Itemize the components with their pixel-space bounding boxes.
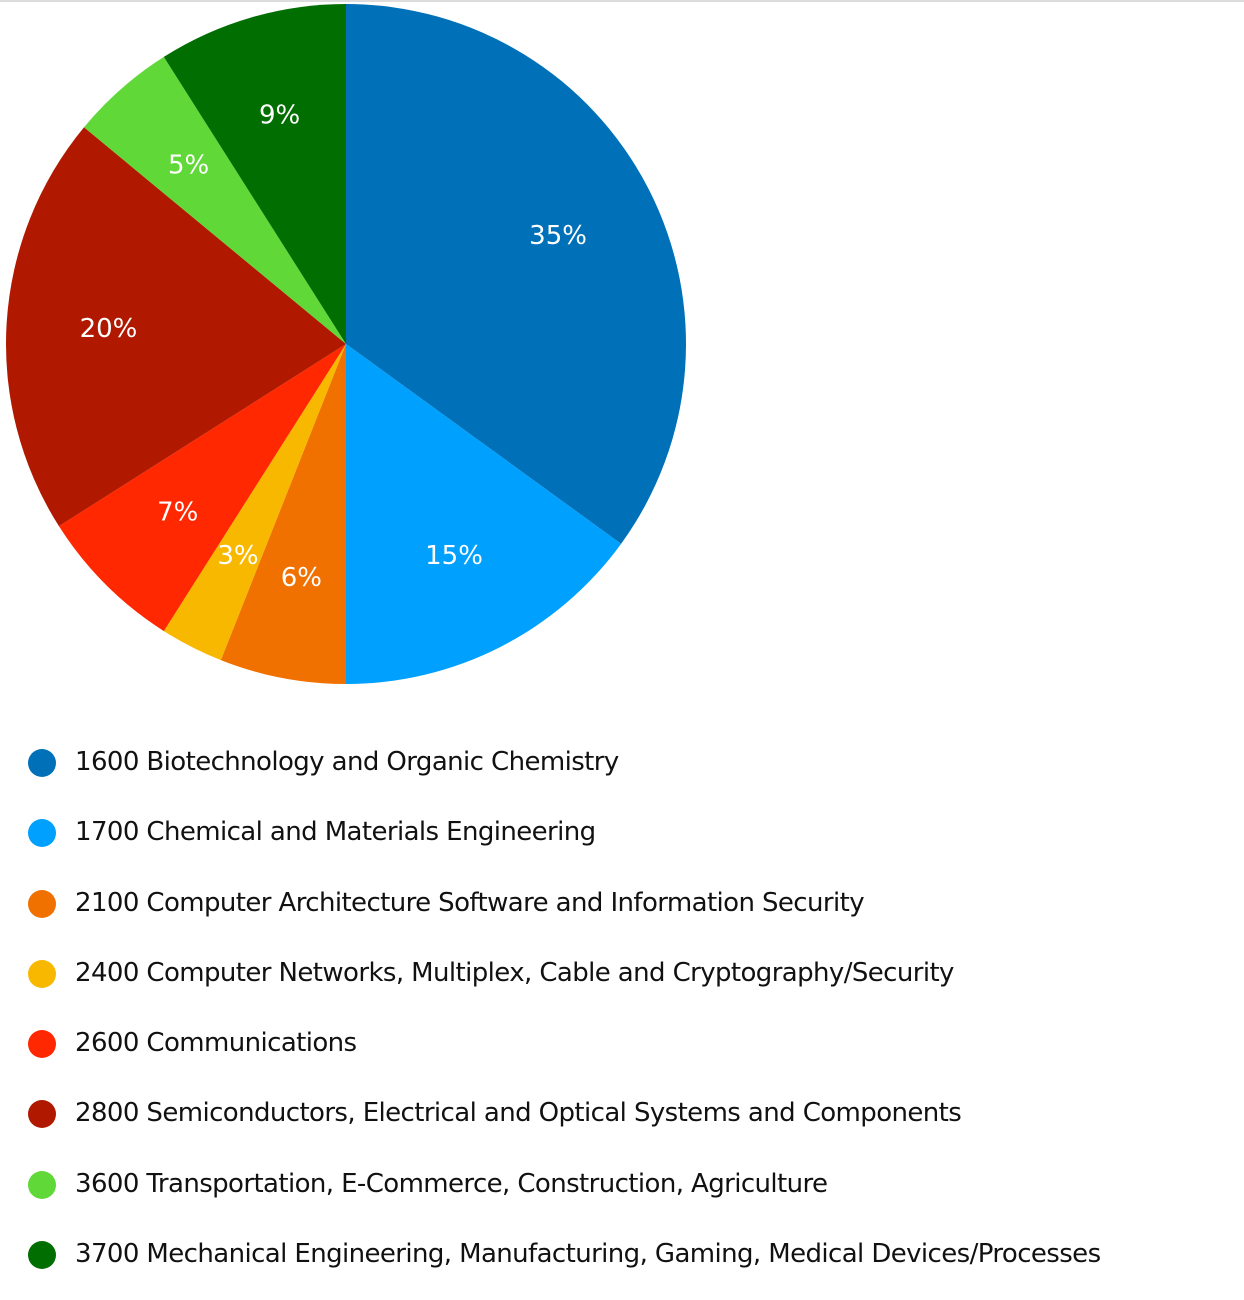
legend-item-4: 2600 Communications xyxy=(28,1019,1238,1089)
pie-slices xyxy=(5,4,686,684)
legend-label-2: 2100 Computer Architecture Software and … xyxy=(75,887,865,918)
legend-item-1: 1700 Chemical and Materials Engineering xyxy=(28,808,1238,878)
top-divider xyxy=(0,0,1244,2)
legend-label-3: 2400 Computer Networks, Multiplex, Cable… xyxy=(75,957,954,988)
legend-label-4: 2600 Communications xyxy=(75,1028,357,1059)
slice-data-label-4: 7% xyxy=(157,497,198,527)
legend-swatch-6 xyxy=(28,1170,56,1199)
legend-label-7: 3700 Mechanical Engineering, Manufacturi… xyxy=(75,1239,1101,1270)
legend-swatch-2 xyxy=(28,889,56,918)
slice-data-label-5: 20% xyxy=(80,314,138,344)
pie-slice-0 xyxy=(346,4,686,544)
pie-slice-3 xyxy=(163,344,346,661)
legend-swatch-5 xyxy=(28,1100,56,1129)
slice-data-label-1: 15% xyxy=(425,541,483,571)
pie-labels: 35% 15% 6% 3% 7% 20% 5% 9% xyxy=(80,100,587,592)
legend-item-5: 2800 Semiconductors, Electrical and Opti… xyxy=(28,1089,1238,1159)
legend-item-0: 1600 Biotechnology and Organic Chemistry xyxy=(28,738,1238,808)
pie-slice-1 xyxy=(346,344,622,684)
pie-slice-4 xyxy=(58,344,347,632)
slice-data-label-3: 3% xyxy=(217,541,258,571)
legend-label-0: 1600 Biotechnology and Organic Chemistry xyxy=(75,747,619,777)
slice-data-label-2: 6% xyxy=(281,563,322,593)
pie-chart: 35% 15% 6% 3% 7% 20% 5% 9% xyxy=(5,4,686,684)
legend-item-2: 2100 Computer Architecture Software and … xyxy=(28,879,1238,949)
pie-slice-6 xyxy=(84,56,346,345)
legend-swatch-3 xyxy=(28,959,56,988)
legend-item-7: 3700 Mechanical Engineering, Manufacturi… xyxy=(28,1230,1238,1300)
slice-data-label-0: 35% xyxy=(529,221,587,251)
chart-legend: 1600 Biotechnology and Organic Chemistry… xyxy=(28,738,1238,1300)
legend-label-6: 3600 Transportation, E-Commerce, Constru… xyxy=(75,1168,828,1199)
pie-slice-5 xyxy=(5,127,347,527)
legend-swatch-0 xyxy=(28,749,56,777)
legend-swatch-7 xyxy=(28,1241,56,1270)
legend-item-3: 2400 Computer Networks, Multiplex, Cable… xyxy=(28,949,1238,1019)
legend-swatch-4 xyxy=(28,1030,56,1059)
pie-slice-7 xyxy=(163,4,346,344)
legend-label-5: 2800 Semiconductors, Electrical and Opti… xyxy=(75,1098,962,1129)
legend-swatch-1 xyxy=(28,819,56,848)
pie-slice-2 xyxy=(220,344,346,684)
slice-data-label-7: 9% xyxy=(259,100,300,130)
legend-item-6: 3600 Transportation, E-Commerce, Constru… xyxy=(28,1160,1238,1230)
slice-data-label-6: 5% xyxy=(168,150,209,180)
legend-label-1: 1700 Chemical and Materials Engineering xyxy=(75,817,596,848)
